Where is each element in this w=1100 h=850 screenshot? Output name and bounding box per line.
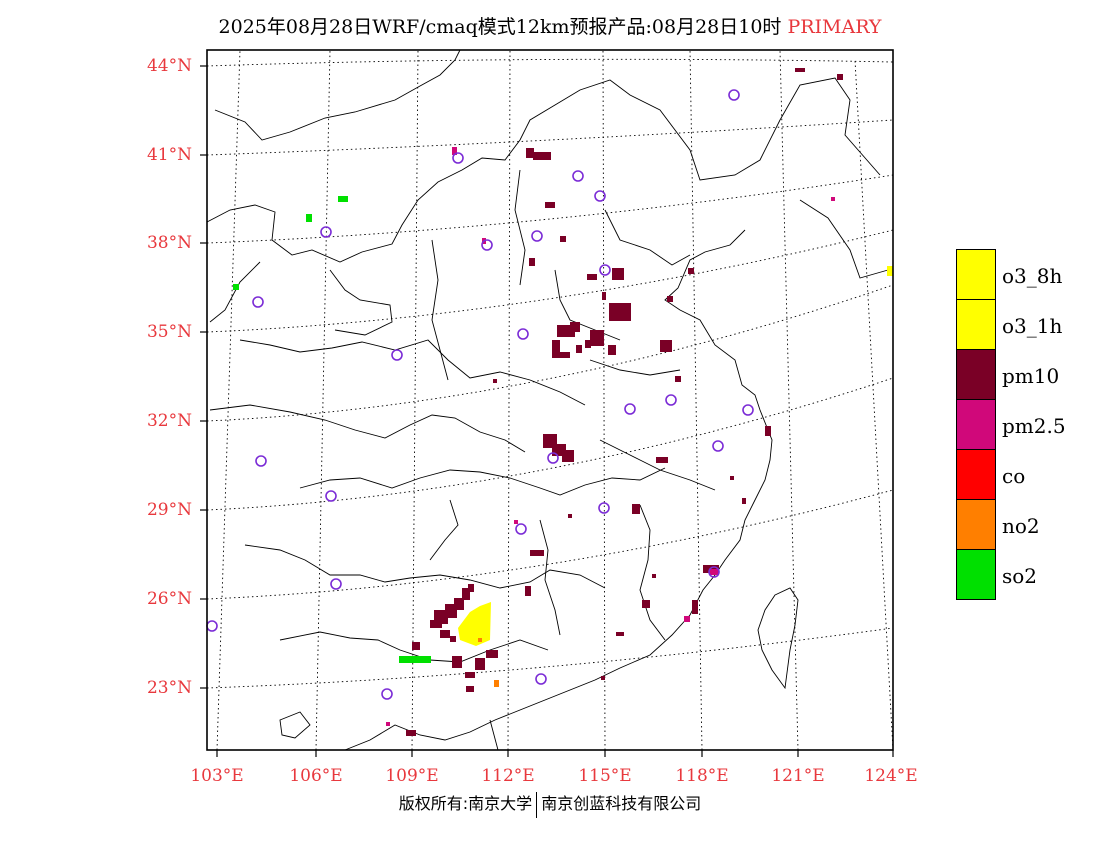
pollutant-legend: o3_8h o3_1h pm10 pm2.5 co no2 so2 <box>956 249 1096 600</box>
legend-swatch <box>956 499 996 550</box>
province-c <box>299 467 666 496</box>
legend-swatch <box>956 249 996 300</box>
boundaries <box>206 49 889 751</box>
province-g <box>209 261 393 336</box>
lon-label: 118°E <box>675 766 729 786</box>
legend-swatch <box>956 449 996 500</box>
legend-label: pm2.5 <box>1002 414 1066 438</box>
legend-swatch <box>956 349 996 400</box>
lon-label: 121°E <box>771 766 825 786</box>
province-b <box>209 404 526 453</box>
lon-label: 109°E <box>385 766 439 786</box>
legend-label: so2 <box>1002 564 1038 588</box>
legend-label: no2 <box>1002 514 1040 538</box>
taiwan <box>757 587 799 690</box>
legend-label: pm10 <box>1002 364 1060 388</box>
legend-item-so2: so2 <box>956 549 1096 600</box>
copyright-left: 版权所有:南京大学 <box>398 794 533 813</box>
legend-item-co: co <box>956 449 1096 500</box>
northern-border <box>214 49 461 141</box>
lat-label: 35°N <box>146 322 192 342</box>
legend-label: co <box>1002 464 1026 488</box>
title-main: 2025年08月28日WRF/cmaq模式12km预报产品:08月28日10时 <box>218 16 782 38</box>
province-f <box>431 169 691 381</box>
lat-label: 29°N <box>146 500 192 520</box>
province-h <box>429 499 666 641</box>
pm10-cells <box>406 68 843 736</box>
title-tag: PRIMARY <box>787 16 882 38</box>
legend-label: o3_8h <box>1002 264 1063 288</box>
mainland-outline <box>206 77 889 279</box>
legend-swatch <box>956 399 996 450</box>
lat-label: 26°N <box>146 589 192 609</box>
legend-label: o3_1h <box>1002 314 1063 338</box>
o3-cells <box>458 266 893 646</box>
legend-item-pm10: pm10 <box>956 349 1096 400</box>
border-frame-line <box>489 719 499 751</box>
lat-label: 38°N <box>146 233 192 253</box>
province-a <box>239 339 586 406</box>
legend-item-no2: no2 <box>956 499 1096 550</box>
legend-item-o3-8h: o3_8h <box>956 249 1096 300</box>
lat-label: 23°N <box>146 678 192 698</box>
pollutant-cells <box>233 68 893 736</box>
map-frame <box>206 49 894 751</box>
legend-item-pm25: pm2.5 <box>956 399 1096 450</box>
lat-label: 41°N <box>146 145 192 165</box>
footer-divider <box>536 791 538 818</box>
lat-label: 44°N <box>146 56 192 76</box>
lon-label: 124°E <box>864 766 918 786</box>
so2-cells <box>233 196 431 663</box>
stations <box>206 89 754 700</box>
lon-label: 106°E <box>289 766 343 786</box>
legend-swatch <box>956 549 996 600</box>
province-e <box>279 631 549 663</box>
no2-cells <box>478 638 499 687</box>
lon-label: 103°E <box>190 766 244 786</box>
map-title: 2025年08月28日WRF/cmaq模式12km预报产品:08月28日10时 P… <box>0 12 1100 39</box>
east-coast <box>344 229 773 751</box>
legend-swatch <box>956 299 996 350</box>
lon-label: 115°E <box>578 766 632 786</box>
legend-item-o3-1h: o3_1h <box>956 299 1096 350</box>
copyright-right: 南京创蓝科技有限公司 <box>541 794 702 813</box>
axis-ticks <box>200 65 894 757</box>
province-i <box>589 359 716 491</box>
province-d <box>244 544 606 589</box>
copyright-footer: 版权所有:南京大学 南京创蓝科技有限公司 <box>0 790 1100 818</box>
lat-label: 32°N <box>146 411 192 431</box>
hainan <box>279 711 311 739</box>
lon-label: 112°E <box>481 766 535 786</box>
